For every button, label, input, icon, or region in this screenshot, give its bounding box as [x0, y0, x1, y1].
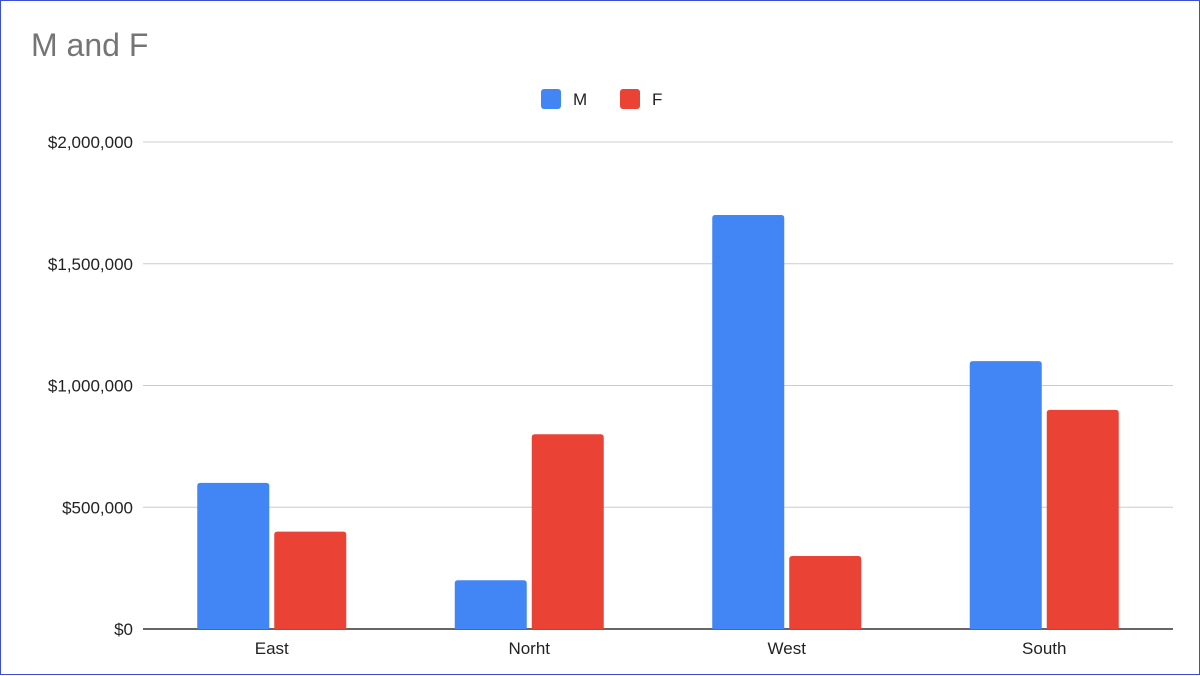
- chart-title: M and F: [31, 27, 149, 63]
- y-tick-label: $500,000: [62, 498, 133, 517]
- y-tick-label: $2,000,000: [48, 133, 133, 152]
- x-tick-label: South: [1022, 639, 1066, 658]
- bar-f-east: [274, 531, 347, 629]
- y-tick-label: $1,500,000: [48, 255, 133, 274]
- x-tick-label: West: [768, 639, 807, 658]
- bar-m-west: [712, 215, 785, 630]
- y-tick-label: $0: [114, 620, 133, 639]
- y-tick-label: $1,000,000: [48, 377, 133, 396]
- legend-swatch-f: [620, 89, 640, 109]
- x-tick-label: Norht: [508, 639, 550, 658]
- x-tick-label: East: [255, 639, 289, 658]
- bar-m-south: [969, 361, 1042, 629]
- legend-swatch-m: [541, 89, 561, 109]
- legend-label-m: M: [573, 90, 587, 109]
- bar-m-east: [197, 482, 270, 629]
- bar-m-norht: [454, 580, 527, 629]
- bar-f-west: [789, 555, 862, 629]
- bar-f-south: [1046, 409, 1119, 629]
- bar-f-norht: [531, 434, 604, 629]
- legend-label-f: F: [652, 90, 662, 109]
